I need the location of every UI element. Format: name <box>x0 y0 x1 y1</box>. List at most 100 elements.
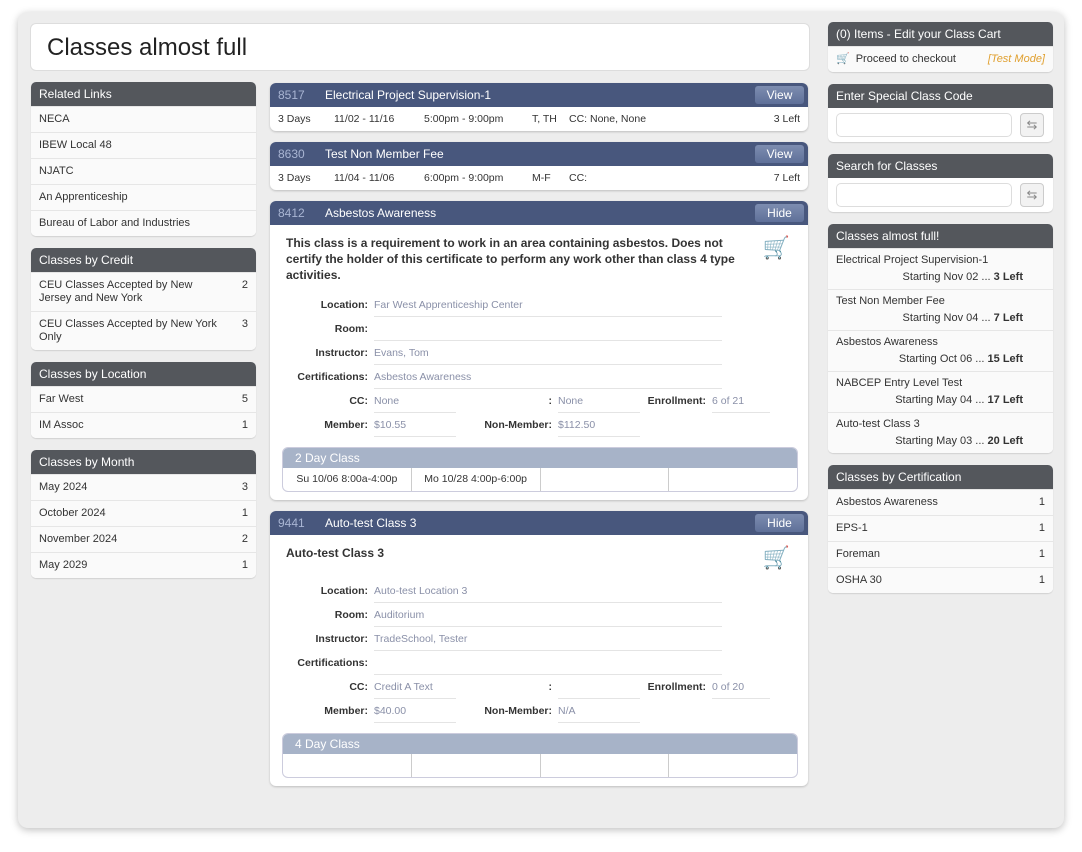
checkout-row: 🛒 Proceed to checkout [Test Mode] <box>828 46 1053 72</box>
item-count: 1 <box>241 559 248 571</box>
label: Enrollment: <box>647 681 706 693</box>
almost-full-item[interactable]: Asbestos Awareness Starting Oct 06 ... 15… <box>828 330 1053 371</box>
credit-item[interactable]: CEU Classes Accepted by New Jersey and N… <box>31 272 256 311</box>
cert-item[interactable]: OSHA 30 1 <box>828 567 1053 593</box>
enrollment-value: 6 of 21 <box>712 389 770 413</box>
cert-item[interactable]: Asbestos Awareness 1 <box>828 489 1053 515</box>
class-id: 8517 <box>278 88 305 102</box>
location-value: Auto-test Location 3 <box>374 579 722 603</box>
item-label: October 2024 <box>39 507 106 519</box>
almost-full-item[interactable]: NABCEP Entry Level Test Starting May 04 .… <box>828 371 1053 412</box>
credit-item[interactable]: CEU Classes Accepted by New York Only 3 <box>31 311 256 350</box>
search-input[interactable] <box>836 183 1012 207</box>
proceed-to-checkout-link[interactable]: 🛒 Proceed to checkout <box>836 53 956 66</box>
label: Non-Member: <box>484 705 552 717</box>
class-card: 8517 Electrical Project Supervision-1 View… <box>270 83 808 131</box>
session <box>410 754 540 777</box>
panel-header: Classes almost full! <box>828 224 1053 248</box>
start-date: Starting May 04 <box>895 394 973 406</box>
class-name: Auto-test Class 3 <box>836 418 920 430</box>
hide-button[interactable]: Hide <box>755 204 804 222</box>
right-sidebar: (0) Items - Edit your Class Cart 🛒 Procee… <box>828 22 1053 605</box>
cart-icon: 🛒 <box>836 53 850 65</box>
class-name: Asbestos Awareness <box>325 206 437 220</box>
class-list: 8517 Electrical Project Supervision-1 View… <box>270 83 808 797</box>
add-to-cart-icon[interactable]: 🛒 <box>762 235 790 260</box>
item-label: May 2024 <box>39 481 88 493</box>
page-title: Classes almost full <box>30 23 810 71</box>
cc: CC: None, None <box>569 113 647 125</box>
session <box>668 754 797 777</box>
link-bureau[interactable]: Bureau of Labor and Industries <box>31 210 256 236</box>
label: : <box>548 395 553 407</box>
item-label: Foreman <box>836 548 881 560</box>
left-sidebar: Related Links NECA IBEW Local 48 NJATC A… <box>31 82 256 590</box>
session: Mo 10/28 4:00p-6:00p <box>410 468 540 491</box>
item-count: 3 <box>241 481 248 493</box>
link-njatc[interactable]: NJATC <box>31 158 256 184</box>
refresh-icon[interactable]: ⇆ <box>1020 113 1044 137</box>
month-item[interactable]: October 2024 1 <box>31 500 256 526</box>
search-panel: Search for Classes ⇆ <box>828 154 1053 212</box>
special-code-input[interactable] <box>836 113 1012 137</box>
almost-full-panel: Classes almost full! Electrical Project … <box>828 224 1053 453</box>
related-links-panel: Related Links NECA IBEW Local 48 NJATC A… <box>31 82 256 236</box>
almost-full-item[interactable]: Auto-test Class 3 Starting May 03 ... 20 … <box>828 412 1053 453</box>
item-count: 1 <box>1038 548 1045 560</box>
class-name: Test Non Member Fee <box>836 295 945 307</box>
class-id: 9441 <box>278 516 305 530</box>
seats-left: 7 Left <box>993 312 1023 324</box>
item-count: 1 <box>1038 574 1045 586</box>
month-item[interactable]: May 2029 1 <box>31 552 256 578</box>
location-value: Far West Apprenticeship Center <box>374 293 722 317</box>
location-item[interactable]: IM Assoc 1 <box>31 412 256 438</box>
class-name: Auto-test Class 3 <box>325 516 417 530</box>
weekdays: T, TH <box>532 113 557 125</box>
label: Room: <box>334 323 368 335</box>
view-button[interactable]: View <box>755 86 804 104</box>
schedule: 2 Day Class Su 10/06 8:00a-4:00p Mo 10/28… <box>282 447 798 492</box>
weekdays: M-F <box>532 172 551 184</box>
item-count: 5 <box>241 393 248 405</box>
cert-item[interactable]: Foreman 1 <box>828 541 1053 567</box>
item-label: May 2029 <box>39 559 88 571</box>
label: CC: <box>349 395 368 407</box>
panel-header: Related Links <box>31 82 256 106</box>
link-ibew[interactable]: IBEW Local 48 <box>31 132 256 158</box>
special-code-panel: Enter Special Class Code ⇆ <box>828 84 1053 142</box>
certifications-value: Asbestos Awareness <box>374 365 722 389</box>
item-label: November 2024 <box>39 533 118 545</box>
cc-value: None <box>374 389 456 413</box>
label: Location: <box>320 299 368 311</box>
label: : <box>548 681 553 693</box>
non-member-price: N/A <box>558 699 640 723</box>
cert-item[interactable]: EPS-1 1 <box>828 515 1053 541</box>
start-date: Starting Oct 06 <box>898 353 973 365</box>
item-count: 2 <box>241 533 248 545</box>
link-neca[interactable]: NECA <box>31 106 256 132</box>
location-item[interactable]: Far West 5 <box>31 386 256 412</box>
item-label: Far West <box>39 393 84 405</box>
seats-left: 17 Left <box>987 394 1023 406</box>
month-item[interactable]: May 2024 3 <box>31 474 256 500</box>
session <box>539 468 669 491</box>
seats-left: 3 Left <box>773 113 800 125</box>
link-apprenticeship[interactable]: An Apprenticeship <box>31 184 256 210</box>
almost-full-item[interactable]: Electrical Project Supervision-1 Starting… <box>828 248 1053 289</box>
view-button[interactable]: View <box>755 145 804 163</box>
add-to-cart-icon[interactable]: 🛒 <box>762 545 790 570</box>
class-header: 8630 Test Non Member Fee View <box>270 142 808 166</box>
class-header: 8412 Asbestos Awareness Hide <box>270 201 808 225</box>
class-header: 9441 Auto-test Class 3 Hide <box>270 511 808 535</box>
class-name: Asbestos Awareness <box>836 336 938 348</box>
hide-button[interactable]: Hide <box>755 514 804 532</box>
month-item[interactable]: November 2024 2 <box>31 526 256 552</box>
cart-panel: (0) Items - Edit your Class Cart 🛒 Procee… <box>828 22 1053 72</box>
label: Location: <box>320 585 368 597</box>
seats-left: 3 Left <box>993 271 1023 283</box>
panel-header: Classes by Credit <box>31 248 256 272</box>
almost-full-item[interactable]: Test Non Member Fee Starting Nov 04 ... 7… <box>828 289 1053 330</box>
class-details: Auto-test Class 3 🛒 Location: Auto-test L… <box>270 535 808 786</box>
edit-cart-link[interactable]: (0) Items - Edit your Class Cart <box>828 22 1053 46</box>
search-refresh-icon[interactable]: ⇆ <box>1020 183 1044 207</box>
